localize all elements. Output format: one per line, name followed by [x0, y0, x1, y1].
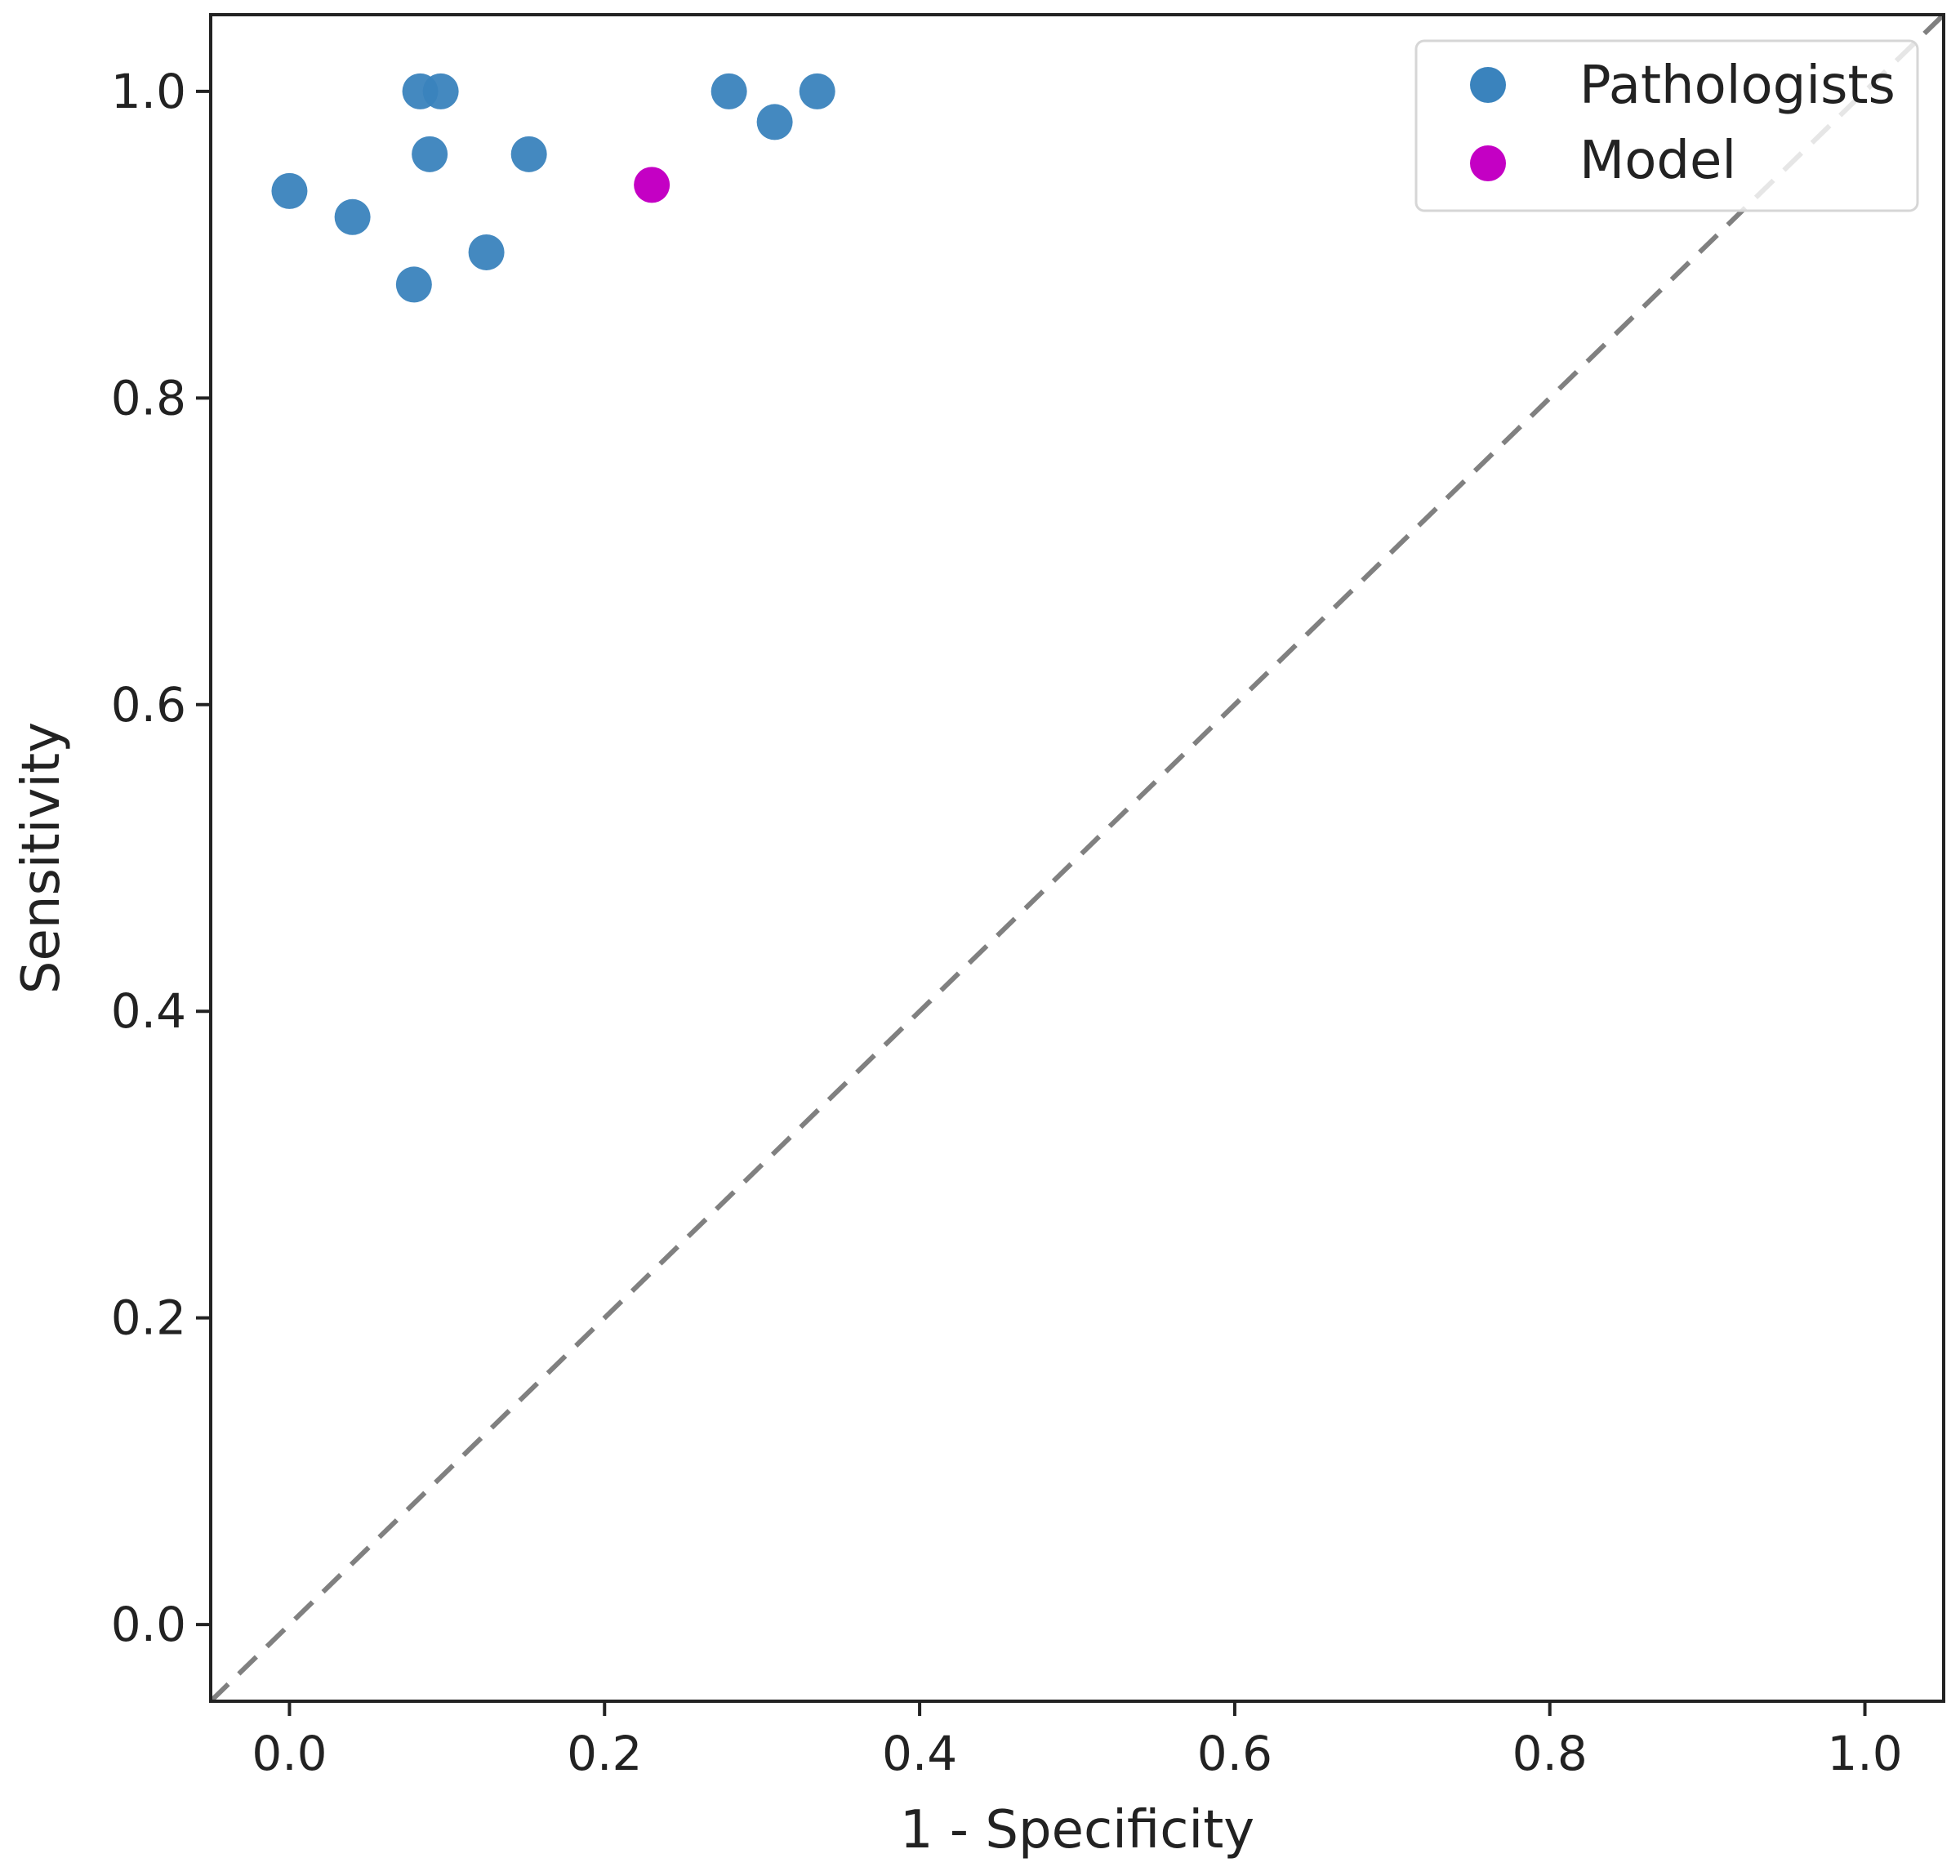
- legend: Pathologists Model: [1414, 39, 1919, 212]
- y-tick-label: 1.0: [111, 64, 186, 119]
- point-pathologists: [710, 73, 747, 109]
- point-pathologists: [395, 266, 432, 303]
- x-tick-label: 0.6: [1197, 1726, 1272, 1781]
- point-pathologists: [468, 234, 505, 270]
- x-tick-label: 0.8: [1512, 1726, 1588, 1781]
- point-pathologists: [271, 172, 308, 209]
- x-axis-title: 1 - Specificity: [900, 1800, 1254, 1860]
- y-tick-label: 0.0: [111, 1597, 186, 1652]
- y-tick-label: 0.2: [111, 1290, 186, 1346]
- point-pathologists: [756, 104, 793, 140]
- point-pathologists: [334, 198, 371, 235]
- y-tick-label: 0.8: [111, 370, 186, 426]
- point-pathologists: [412, 136, 448, 172]
- x-tick-label: 1.0: [1827, 1726, 1902, 1781]
- y-axis-ticks: 0.0 0.2 0.4 0.6 0.8 1.0: [111, 64, 211, 1652]
- y-tick-label: 0.4: [111, 983, 186, 1039]
- legend-box: [1414, 39, 1919, 212]
- x-axis-ticks: 0.0 0.2 0.4 0.6 0.8 1.0: [252, 1701, 1903, 1781]
- legend-marker-pathologists: [1470, 67, 1506, 103]
- point-pathologists: [510, 136, 547, 172]
- x-tick-label: 0.4: [882, 1726, 957, 1781]
- data-points: [271, 73, 835, 303]
- x-tick-label: 0.0: [252, 1726, 327, 1781]
- legend-label-model: Model: [1579, 131, 1736, 191]
- plot-area-frame: [209, 13, 1945, 1703]
- diagonal-reference-line: [208, 12, 1946, 1704]
- legend-label-pathologists: Pathologists: [1579, 56, 1895, 116]
- y-tick-label: 0.6: [111, 677, 186, 733]
- x-tick-label: 0.2: [567, 1726, 642, 1781]
- y-axis-title: Sensitivity: [11, 722, 72, 994]
- point-pathologists: [799, 73, 835, 109]
- legend-marker-model: [1470, 145, 1506, 181]
- point-pathologists: [422, 73, 459, 109]
- point-model: [634, 167, 670, 203]
